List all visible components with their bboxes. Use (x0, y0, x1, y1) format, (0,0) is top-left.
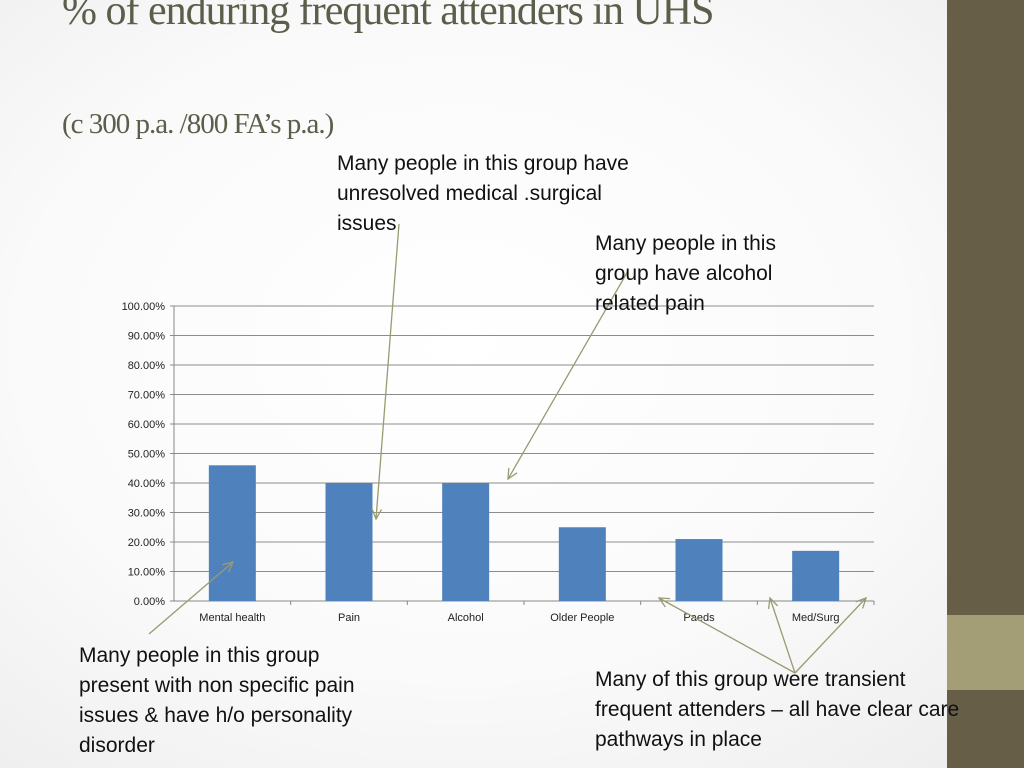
y-tick-label: 60.00% (128, 419, 166, 431)
arrow-to-paeds-right-head (767, 596, 779, 609)
y-tick-label: 70.00% (128, 390, 166, 402)
arrow-to-pain (375, 223, 400, 520)
axis-labels: 0.00% 10.00% 20.00% 30.00% 40.00% 50.00% 60.00… (122, 301, 840, 624)
arrow-to-mental-health-head (222, 561, 235, 573)
x-category-label: Pain (338, 612, 360, 624)
y-tick-label: 90.00% (128, 331, 166, 343)
x-category-label: Paeds (683, 612, 715, 624)
annotation-transient: Many of this group were transient freque… (595, 668, 960, 751)
y-tick-label: 10.00% (128, 567, 166, 579)
y-tick-label: 50.00% (128, 449, 166, 461)
bar-med-surg (792, 550, 840, 601)
y-tick-label: 0.00% (134, 596, 165, 608)
bar-mental-health (208, 465, 256, 601)
y-tick-label: 20.00% (128, 537, 166, 549)
slide-title: % of enduring frequent attenders in UHS (62, 0, 714, 34)
y-tick-label: 100.00% (122, 301, 166, 313)
arrow-to-pain-head (371, 508, 383, 521)
arrow-to-paeds-left (658, 597, 796, 674)
x-category-label: Alcohol (448, 612, 484, 624)
bar-pain (325, 483, 373, 601)
arrow-to-paeds-left-head (657, 597, 671, 608)
bar-paeds (675, 539, 723, 601)
sidebar-accent (947, 615, 1024, 690)
bar-older-people (558, 527, 606, 601)
y-tick-label: 30.00% (128, 508, 166, 520)
annotation-mental-health: Many people in this group present with n… (79, 644, 355, 757)
arrow-to-med-surg (794, 597, 867, 674)
bar-alcohol (442, 483, 490, 601)
y-tick-label: 40.00% (128, 478, 166, 490)
x-category-label: Older People (550, 612, 614, 624)
arrow-to-med-surg-head (855, 596, 868, 609)
arrow-to-mental-health (148, 561, 234, 635)
annotation-arrows (148, 223, 868, 674)
arrow-to-paeds-right (769, 597, 796, 674)
arrow-to-alcohol-head (507, 467, 518, 481)
slide-subtitle: (c 300 p.a. /800 FA’s p.a.) (62, 108, 334, 140)
x-category-label: Mental health (199, 612, 265, 624)
annotation-medical: Many people in this group have unresolve… (337, 152, 629, 235)
bars (208, 465, 840, 601)
x-category-label: Med/Surg (792, 612, 840, 624)
arrow-to-alcohol (507, 270, 629, 480)
y-tick-label: 80.00% (128, 360, 166, 372)
annotation-alcohol: Many people in this group have alcohol r… (595, 232, 776, 315)
